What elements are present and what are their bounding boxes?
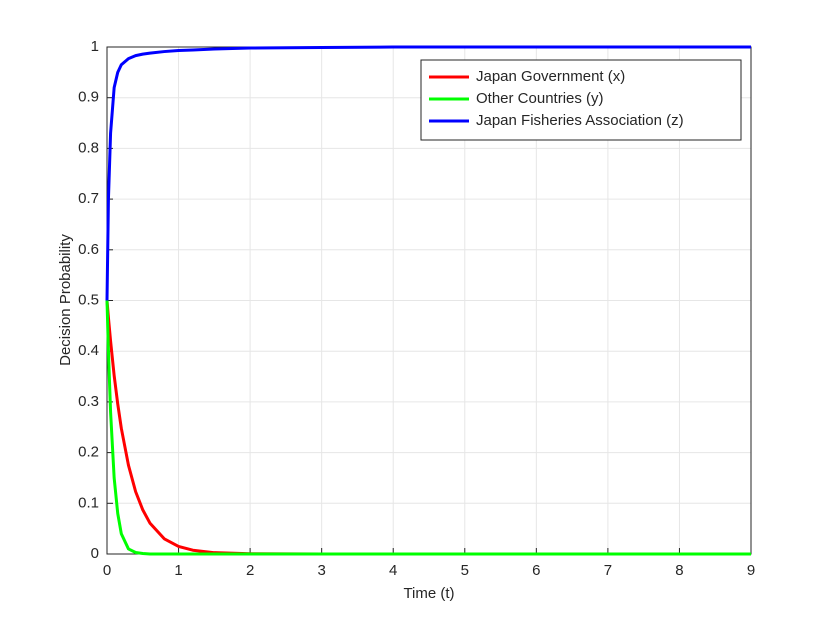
- x-tick-label: 0: [103, 562, 111, 579]
- x-tick-label: 1: [174, 562, 182, 579]
- y-tick-label: 0.5: [78, 291, 99, 308]
- x-tick-label: 4: [389, 562, 397, 579]
- legend-label: Japan Fisheries Association (z): [476, 112, 684, 129]
- legend-box: [420, 59, 742, 141]
- legend-label: Japan Government (x): [476, 68, 625, 85]
- y-tick-label: 0.2: [78, 444, 99, 461]
- y-tick-label: 0.9: [78, 89, 99, 106]
- legend-label: Other Countries (y): [476, 90, 604, 107]
- x-tick-label: 2: [246, 562, 254, 579]
- x-tick-label: 3: [317, 562, 325, 579]
- x-tick-label: 9: [747, 562, 755, 579]
- series-line: [105, 45, 751, 301]
- y-tick-label: 0.7: [78, 190, 99, 207]
- series-line: [105, 300, 751, 556]
- x-tick-label: 8: [675, 562, 683, 579]
- y-tick-label: 0.3: [78, 393, 99, 410]
- y-tick-label: 0.8: [78, 139, 99, 156]
- y-axis-label: Decision Probability: [57, 234, 74, 366]
- x-tick-label: 5: [461, 562, 469, 579]
- y-tick-label: 0.4: [78, 342, 99, 359]
- x-tick-label: 7: [604, 562, 612, 579]
- y-tick-label: 0.1: [78, 494, 99, 511]
- x-axis-label: Time (t): [403, 585, 454, 602]
- y-tick-label: 1: [91, 38, 99, 55]
- x-tick-label: 6: [532, 562, 540, 579]
- y-tick-label: 0: [91, 545, 99, 562]
- y-tick-label: 0.6: [78, 241, 99, 258]
